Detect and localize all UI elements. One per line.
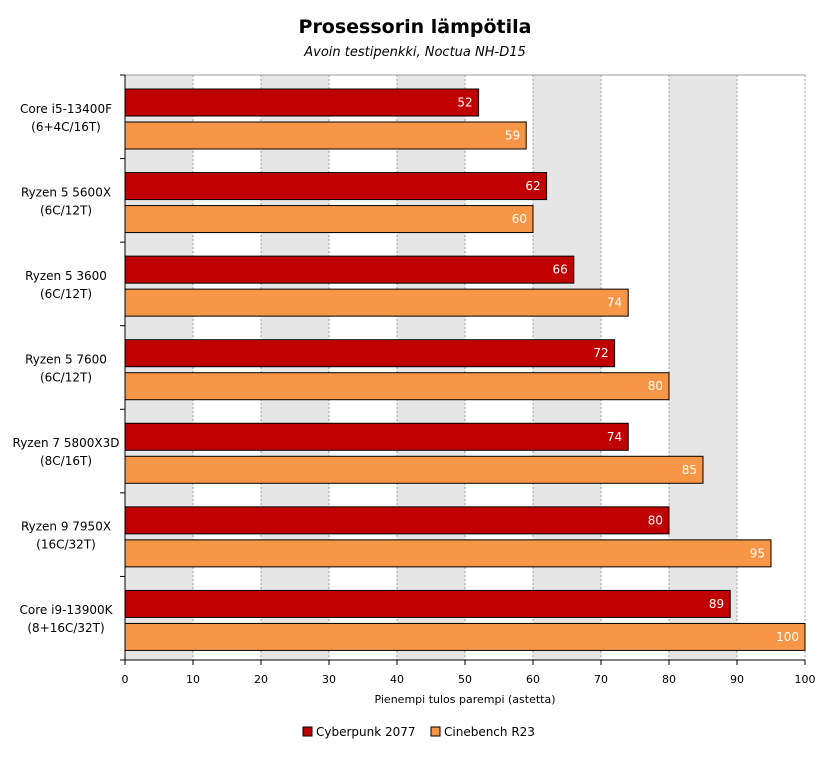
data-label: 74	[607, 296, 622, 310]
bars: 52 59 62 60 66 74 72 80 74 85 80 95 89 100	[124, 88, 806, 651]
data-label: 89	[709, 597, 724, 611]
data-label: 74	[607, 430, 622, 444]
chart-subtitle: Avoin testipenkki, Noctua NH-D15	[303, 45, 526, 60]
x-tick-label: 70	[594, 673, 608, 686]
category-label-cores: (6C/12T)	[40, 371, 92, 385]
x-tick-label: 90	[730, 673, 744, 686]
bar-cinebench	[124, 288, 629, 317]
legend-label: Cyberpunk 2077	[316, 725, 416, 739]
legend: Cyberpunk 2077 Cinebench R23	[302, 725, 535, 739]
axes	[120, 74, 806, 665]
legend-swatch	[302, 726, 313, 737]
bar-cyberpunk	[124, 339, 616, 368]
plot-band	[125, 75, 193, 660]
plot-band	[329, 75, 397, 660]
bar-cyberpunk	[124, 88, 480, 117]
bar-cinebench	[124, 622, 806, 651]
plot-band	[397, 75, 465, 660]
category-label-name: Ryzen 5 5600X	[21, 185, 111, 199]
plot-band	[737, 75, 805, 660]
category-label-cores: (8+16C/32T)	[27, 621, 104, 635]
x-tick-label: 60	[526, 673, 540, 686]
category-label-cores: (16C/32T)	[36, 538, 96, 552]
x-tick-labels: 0 10 20 30 40 50 60 70 80 90 100	[122, 673, 816, 686]
x-tick-label: 100	[795, 673, 816, 686]
data-label: 59	[505, 129, 520, 143]
x-tick-label: 50	[458, 673, 472, 686]
category-label-name: Core i5-13400F	[20, 102, 112, 116]
bar-cinebench	[124, 121, 527, 150]
data-label: 80	[648, 379, 663, 393]
x-tick-label: 0	[122, 673, 129, 686]
bar-cyberpunk	[124, 255, 575, 284]
data-label: 100	[776, 630, 799, 644]
data-label: 95	[750, 546, 765, 560]
bar-cyberpunk	[124, 506, 670, 535]
category-label-name: Ryzen 7 5800X3D	[13, 436, 120, 450]
x-tick-label: 20	[254, 673, 268, 686]
bar-cyberpunk	[124, 589, 731, 618]
plot-band	[669, 75, 737, 660]
x-tick-label: 10	[186, 673, 200, 686]
plot-band	[193, 75, 261, 660]
bar-cinebench	[124, 372, 670, 401]
category-label-cores: (8C/16T)	[40, 454, 92, 468]
data-label: 72	[593, 346, 608, 360]
data-label: 62	[525, 179, 540, 193]
data-label: 52	[457, 96, 472, 110]
plot-band	[465, 75, 533, 660]
plot-band	[601, 75, 669, 660]
plot-band	[533, 75, 601, 660]
category-label-cores: (6C/12T)	[40, 287, 92, 301]
data-label: 66	[553, 263, 568, 277]
legend-label: Cinebench R23	[444, 725, 535, 739]
data-label: 80	[648, 513, 663, 527]
category-label-name: Ryzen 5 3600	[25, 269, 107, 283]
bar-cinebench	[124, 205, 534, 234]
category-label-name: Ryzen 5 7600	[25, 353, 107, 367]
category-label-name: Core i9-13900K	[20, 603, 114, 617]
legend-swatch	[430, 726, 441, 737]
chart-title: Prosessorin lämpötila	[299, 16, 532, 38]
category-label-name: Ryzen 9 7950X	[21, 520, 111, 534]
category-labels: Core i5-13400F (6+4C/16T) Ryzen 5 5600X (6C…	[13, 102, 120, 635]
x-tick-label: 80	[662, 673, 676, 686]
category-label-cores: (6+4C/16T)	[31, 120, 101, 134]
data-label: 60	[512, 212, 527, 226]
bar-cinebench	[124, 455, 704, 484]
plot-band	[261, 75, 329, 660]
bar-cinebench	[124, 539, 772, 568]
data-label: 85	[682, 463, 697, 477]
bar-cyberpunk	[124, 172, 548, 201]
category-label-cores: (6C/12T)	[40, 203, 92, 217]
x-tick-label: 40	[390, 673, 404, 686]
x-axis-title: Pienempi tulos parempi (astetta)	[374, 693, 555, 706]
bar-cyberpunk	[124, 422, 629, 451]
x-tick-label: 30	[322, 673, 336, 686]
